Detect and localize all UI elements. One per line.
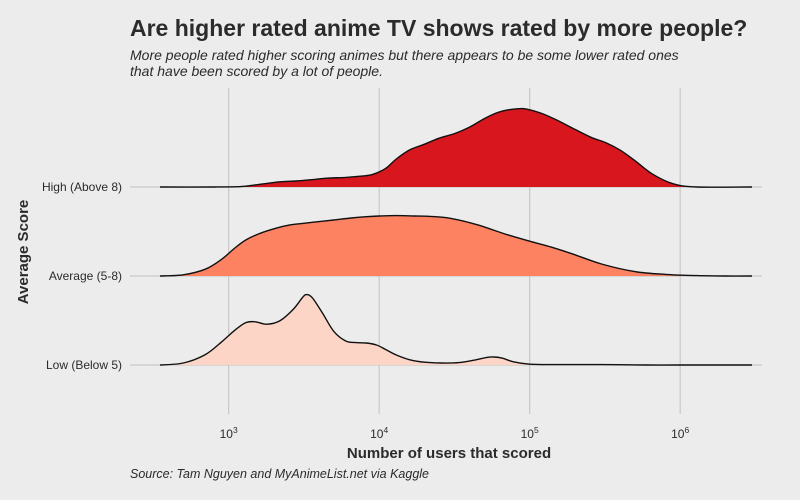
density-area-high-above-8 [160, 108, 752, 188]
chart-subtitle-line-1: More people rated higher scoring animes … [130, 47, 679, 63]
chart-subtitle-line-2: that have been scored by a lot of people… [130, 63, 383, 79]
x-tick-label: 106 [671, 425, 689, 441]
y-tick-label: Low (Below 5) [46, 358, 122, 372]
chart-title: Are higher rated anime TV shows rated by… [130, 15, 747, 41]
density-area-low-below-5 [160, 294, 752, 366]
x-tick-label: 103 [220, 425, 238, 441]
chart-caption: Source: Tam Nguyen and MyAnimeList.net v… [130, 467, 429, 481]
y-tick-label: High (Above 8) [42, 180, 122, 194]
x-tick-label: 105 [521, 425, 539, 441]
density-line-average-5-8 [159, 214, 753, 277]
density-area-average-5-8 [160, 215, 752, 277]
y-axis-ticks: Low (Below 5) Average (5-8) High (Above 8) [42, 180, 122, 372]
x-axis-title: Number of users that scored [347, 445, 551, 462]
y-tick-label: Average (5-8) [49, 269, 122, 283]
ridgeline-plot [159, 107, 753, 366]
density-line-low-below-5 [159, 293, 752, 366]
x-tick-label: 104 [370, 425, 388, 441]
y-axis-title: Average Score [15, 200, 32, 305]
x-axis-ticks: 103 104 105 106 [220, 425, 690, 441]
density-line-high-above-8 [159, 107, 753, 188]
